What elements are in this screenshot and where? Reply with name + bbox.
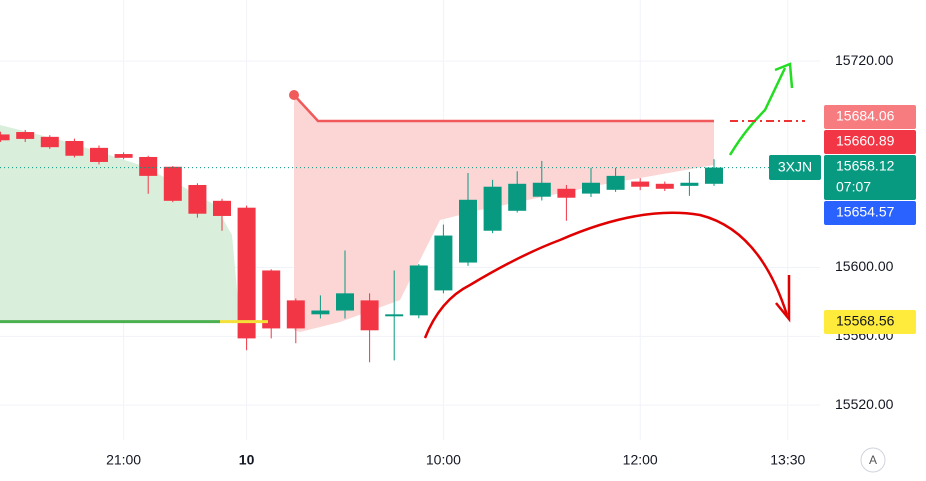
countdown: 07:07: [836, 179, 871, 195]
zone-line: [293, 94, 714, 123]
auto-scale-label[interactable]: A: [869, 453, 877, 467]
candle-body: [508, 183, 527, 211]
y-tick-label: 15720.00: [835, 52, 894, 68]
price-tag: [824, 105, 916, 129]
candle-body: [434, 235, 453, 291]
candle-body: [483, 186, 502, 231]
candle-body: [606, 175, 625, 190]
candle-body: [286, 300, 305, 329]
x-tick-label: 10:00: [426, 452, 461, 468]
candles: [0, 129, 723, 363]
red-arrowhead: [775, 275, 791, 323]
price-tag-label: 15568.56: [836, 313, 895, 329]
candle-body: [409, 265, 428, 316]
candle-body: [213, 200, 231, 216]
candle-body: [237, 207, 256, 339]
x-tick-label: 12:00: [623, 452, 658, 468]
long-zone: [0, 125, 240, 322]
price-tag-label: 15660.89: [836, 133, 895, 149]
candle-body: [114, 154, 133, 158]
candle-body: [557, 188, 576, 198]
price-tag: [824, 155, 916, 200]
price-tag-label: 15658.12: [836, 158, 895, 174]
short-zone: [294, 95, 714, 332]
x-tick-label: 10: [239, 452, 255, 468]
auto-scale-button[interactable]: [860, 447, 886, 473]
price-tag: [824, 130, 916, 154]
candle-body: [40, 136, 59, 148]
candle-body: [163, 166, 182, 201]
x-tick-label: 21:00: [106, 452, 141, 468]
symbol-label: 3XJN: [778, 159, 812, 175]
candle-body: [90, 147, 108, 162]
candle-body: [65, 140, 84, 156]
candle-body: [188, 184, 207, 214]
green-arrowhead: [774, 62, 794, 89]
price-tags: 15684.06 15660.89 15658.12 15654.57 15568.56…: [769, 105, 916, 334]
candle-body: [336, 293, 354, 311]
candle-body: [139, 156, 158, 176]
candle-body: [459, 199, 477, 263]
candle-body: [0, 134, 10, 141]
candle-body: [705, 167, 723, 184]
candle-body: [385, 314, 404, 317]
y-tick-label: 15600.00: [835, 258, 894, 274]
candle-body: [582, 182, 600, 194]
zone-handle: [289, 90, 299, 100]
x-tick-label: 13:30: [770, 452, 805, 468]
price-tag-label: 15684.06: [836, 108, 895, 124]
symbol-tag: [769, 155, 821, 180]
candle-body: [311, 310, 330, 315]
candle-body: [16, 132, 35, 139]
red-arrow: [423, 211, 789, 339]
candle-body: [532, 182, 551, 197]
candle-body: [631, 181, 650, 187]
candle-body: [680, 182, 699, 186]
y-tick-label: 15520.00: [835, 396, 894, 412]
price-lines: [0, 167, 820, 324]
candle-body: [262, 270, 281, 329]
price-tag-label: 15654.57: [836, 204, 895, 220]
candle-body: [655, 183, 674, 189]
price-tag: [824, 310, 916, 334]
candle-body: [360, 300, 379, 331]
green-arrow: [728, 67, 787, 156]
price-tag: [824, 201, 916, 225]
